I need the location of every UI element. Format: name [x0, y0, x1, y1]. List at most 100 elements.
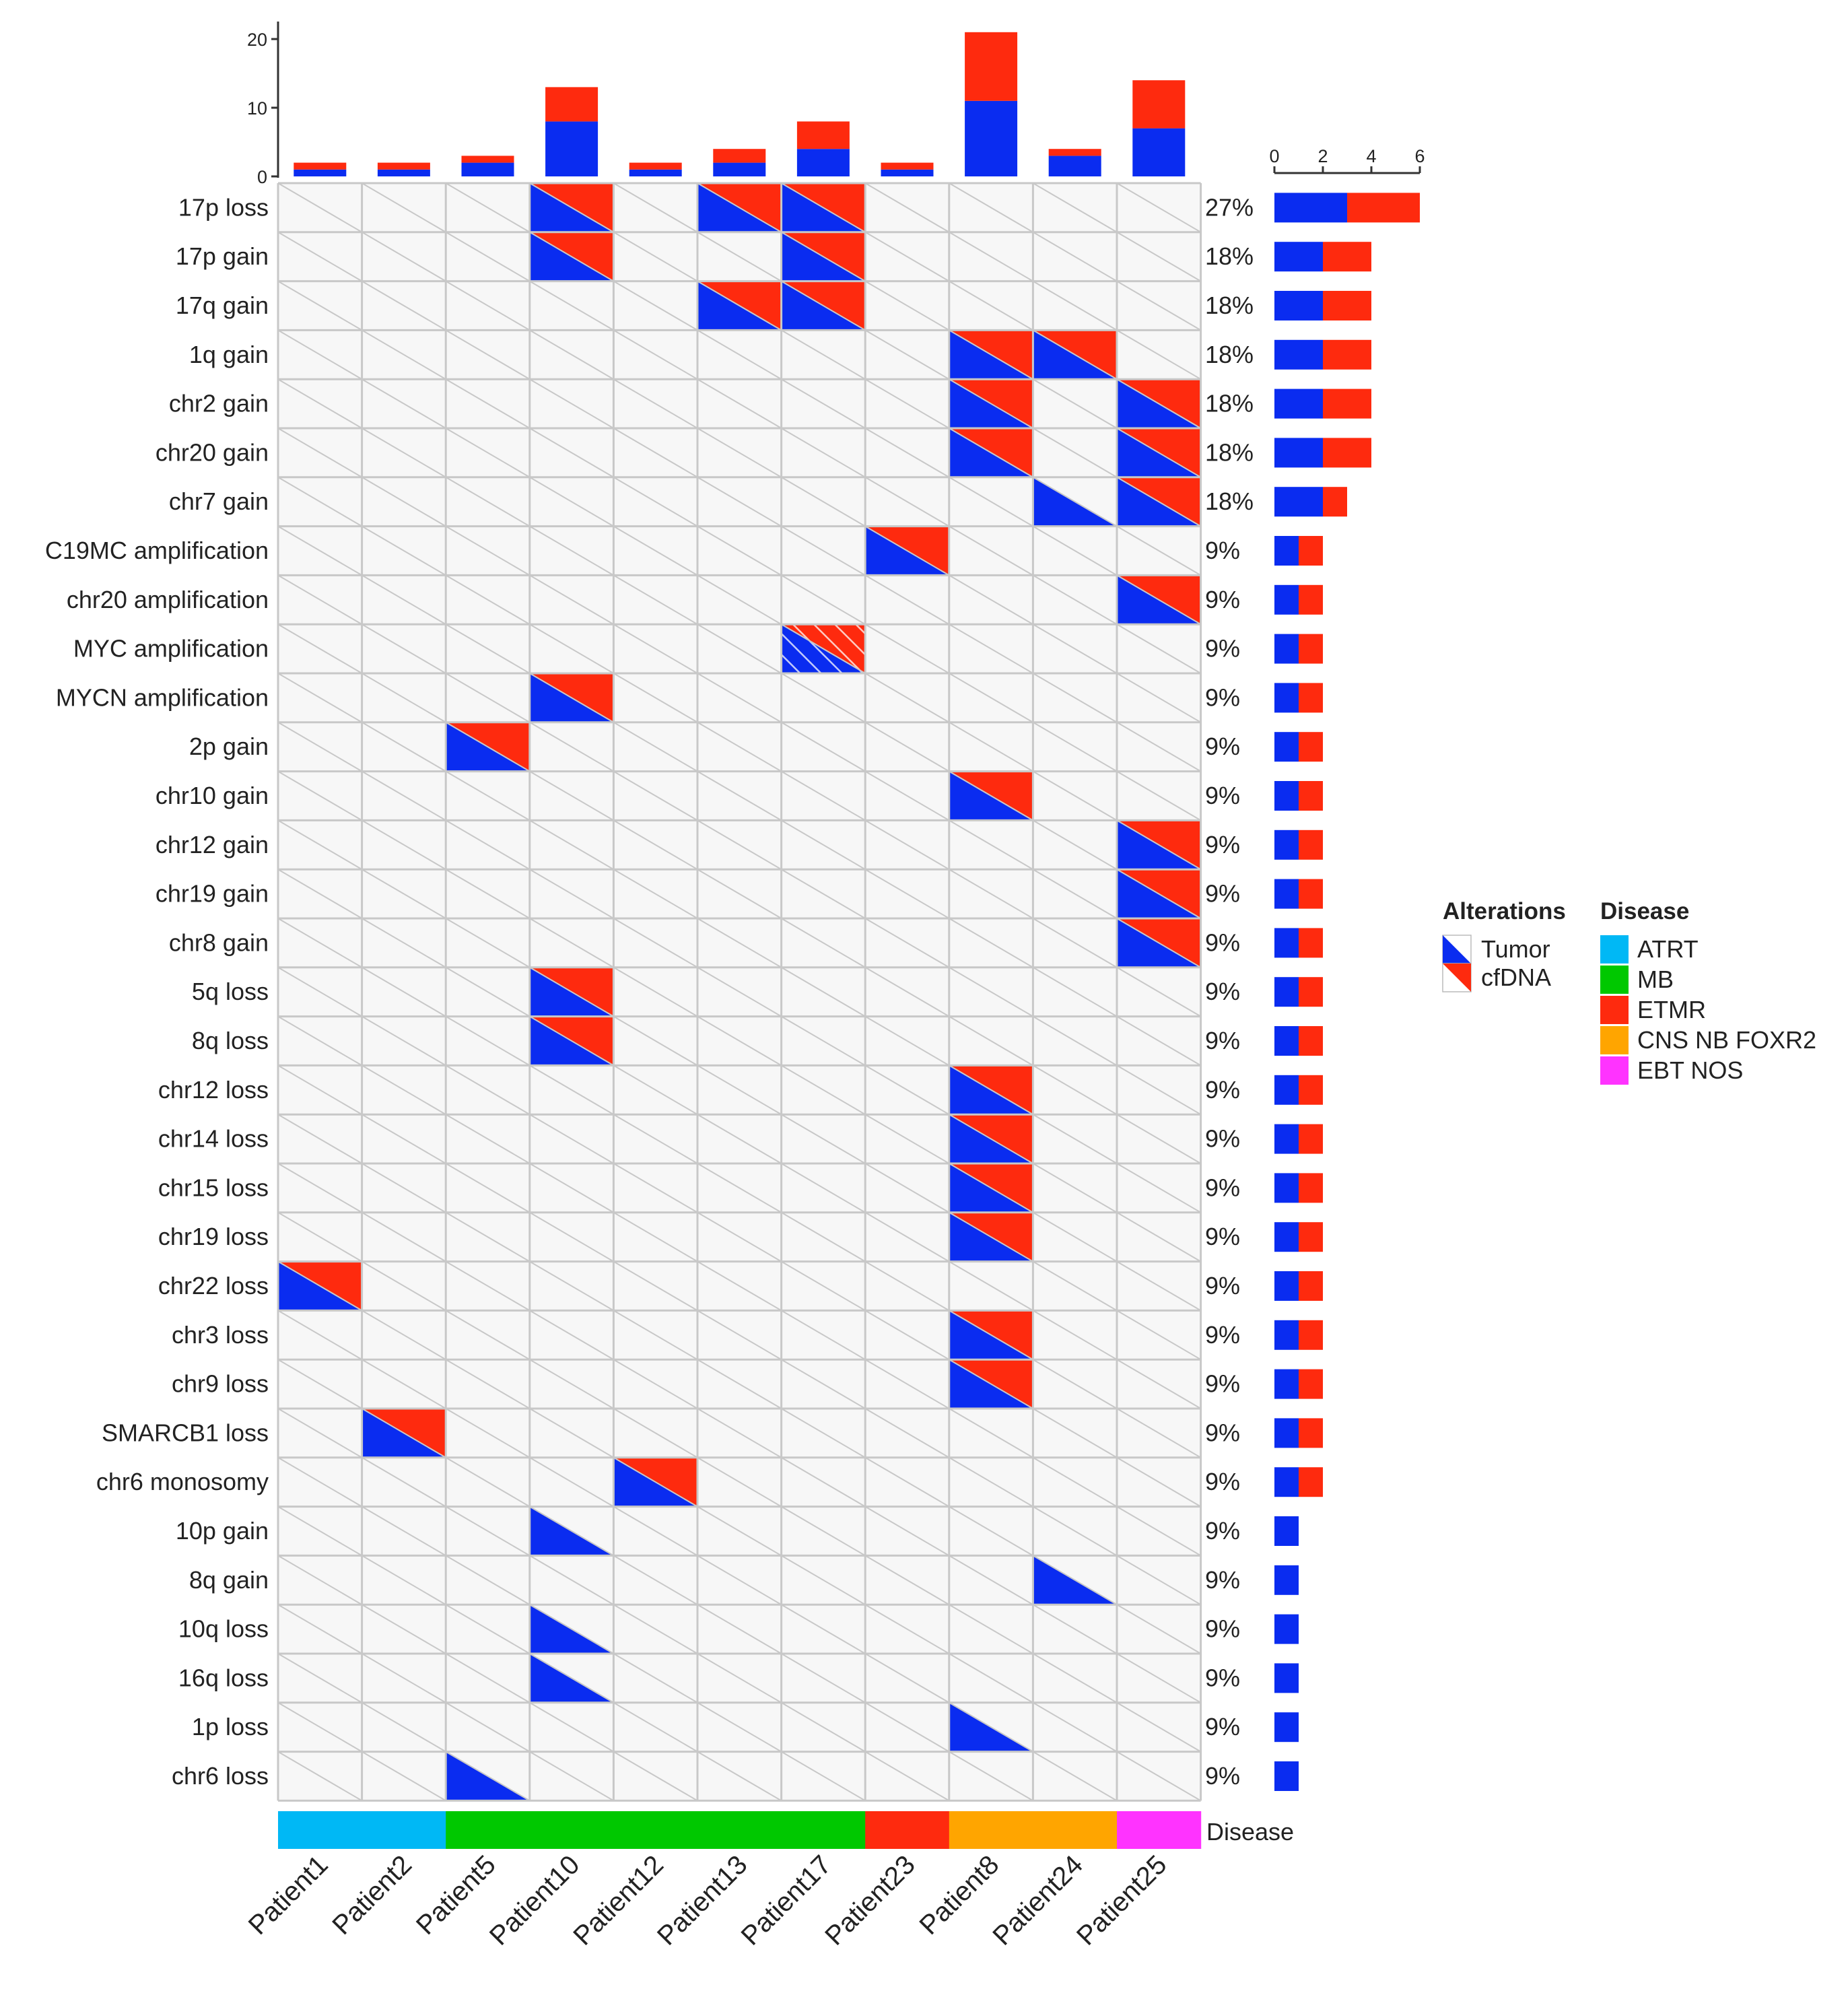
cell-diagonal: [697, 1015, 782, 1067]
alteration-label: 17q gain: [176, 292, 269, 319]
legend-disease-swatch: [1600, 966, 1629, 994]
legend-alterations-title: Alterations: [1443, 898, 1566, 924]
cell-diagonal: [529, 476, 614, 527]
alteration-label: 10q loss: [178, 1615, 269, 1643]
top-axis-tick-label: 10: [247, 98, 267, 119]
percentage-label: 18%: [1205, 487, 1254, 515]
cell-diagonal: [949, 1211, 1033, 1262]
cell-diagonal: [1116, 1701, 1202, 1753]
cell-diagonal: [864, 182, 950, 233]
cell-diagonal: [949, 574, 1033, 625]
alteration-label: chr3 loss: [172, 1321, 269, 1349]
cell-diagonal: [1032, 1211, 1118, 1262]
percentage-label: 9%: [1205, 1664, 1240, 1691]
cell-diagonal: [1032, 1751, 1118, 1802]
right-bar-tumor: [1274, 1467, 1299, 1497]
percentage-label: 9%: [1205, 928, 1240, 956]
cell-diagonal: [864, 1604, 950, 1654]
cell-diagonal: [529, 721, 614, 772]
cell-diagonal: [613, 231, 698, 282]
cell-diagonal: [864, 1408, 950, 1458]
cell-diagonal: [949, 1653, 1033, 1703]
right-bar-tumor: [1274, 242, 1323, 272]
legend-disease-label: EBT NOS: [1637, 1056, 1743, 1084]
disease-cell: [697, 1811, 782, 1849]
cell-diagonal: [949, 1015, 1033, 1067]
cell-diagonal: [949, 231, 1033, 282]
percentage-label: 9%: [1205, 1223, 1240, 1250]
alteration-label: 8q loss: [192, 1027, 269, 1054]
cell-diagonal: [277, 280, 363, 331]
percentage-labels: 27% 18% 18% 18% 18% 18% 18% 9% 9% 9% 9% 9% 9% 9% 9% 9% 9…: [1205, 193, 1254, 1790]
cell-diagonal: [277, 231, 363, 282]
cell-diagonal: [529, 966, 614, 1017]
percentage-label: 9%: [1205, 831, 1240, 858]
alteration-label: 1q gain: [189, 341, 269, 368]
cell-diagonal: [1032, 1359, 1118, 1409]
cell-diagonal: [1116, 182, 1202, 233]
right-bar-tumor: [1274, 1614, 1299, 1644]
cell-diagonal: [277, 673, 363, 723]
cell-diagonal: [1032, 574, 1118, 625]
cell-diagonal: [1032, 1456, 1118, 1508]
cell-diagonal: [445, 1506, 531, 1557]
alteration-label: 10p gain: [176, 1517, 269, 1545]
cell-diagonal: [529, 378, 614, 429]
cell-diagonal: [864, 280, 950, 331]
cell-diagonal: [277, 1604, 363, 1654]
cell-diagonal: [362, 1015, 446, 1067]
cell-diagonal: [1032, 1555, 1118, 1606]
cell-diagonal: [613, 918, 698, 968]
cell-diagonal: [781, 574, 866, 625]
right-bar-tumor: [1274, 1124, 1299, 1154]
cell-diagonal: [1032, 721, 1118, 772]
cell-diagonal: [1032, 182, 1118, 233]
cell-diagonal: [445, 1310, 531, 1361]
cell-diagonal: [613, 1653, 698, 1703]
cell-diagonal: [445, 1701, 531, 1753]
patient-label: Patient13: [652, 1850, 753, 1951]
cell-diagonal: [445, 1359, 531, 1409]
cell-diagonal: [362, 819, 446, 871]
cell-diagonal: [949, 378, 1033, 429]
cell-diagonal: [362, 1456, 446, 1508]
cell-diagonal: [781, 1555, 866, 1606]
cell-diagonal: [781, 770, 866, 821]
right-bar-tumor: [1274, 1761, 1299, 1791]
cell-diagonal: [781, 918, 866, 968]
right-axis-tick-label: 6: [1414, 146, 1425, 166]
cell-diagonal: [613, 1114, 698, 1164]
right-bar-cfdna: [1323, 339, 1371, 370]
cell-diagonal: [613, 869, 698, 919]
patient-label: Patient2: [327, 1850, 417, 1940]
cell-diagonal: [1116, 1015, 1202, 1067]
cell-diagonal: [949, 1260, 1033, 1312]
cell-diagonal: [529, 673, 614, 723]
cell-diagonal: [697, 280, 782, 331]
top-bar-cfdna: [796, 121, 850, 149]
cell-diagonal: [864, 869, 950, 919]
percentage-label: 9%: [1205, 1566, 1240, 1594]
patient-label: Patient10: [484, 1850, 586, 1951]
cell-diagonal: [1116, 1456, 1202, 1508]
cell-diagonal: [1032, 1015, 1118, 1067]
cell-diagonal: [697, 1555, 782, 1606]
top-bar-cfdna: [965, 32, 1018, 101]
cell-diagonal: [1116, 1064, 1202, 1116]
percentage-label: 9%: [1205, 635, 1240, 663]
cell-diagonal: [362, 1064, 446, 1116]
right-bar-cfdna: [1299, 1222, 1323, 1252]
cell-diagonal: [445, 378, 531, 429]
right-bar-tumor: [1274, 1222, 1299, 1252]
top-bar-cfdna: [713, 149, 766, 163]
cell-diagonal: [1116, 770, 1202, 821]
percentage-label: 9%: [1205, 1027, 1240, 1054]
top-bar-tumor: [629, 169, 682, 176]
cell-diagonal: [1032, 1701, 1118, 1753]
cell-diagonal: [529, 918, 614, 968]
top-bar-tumor: [1048, 156, 1101, 176]
cell-diagonal: [445, 1114, 531, 1164]
right-axis-tick-label: 4: [1366, 146, 1376, 166]
cell-diagonal: [613, 770, 698, 821]
